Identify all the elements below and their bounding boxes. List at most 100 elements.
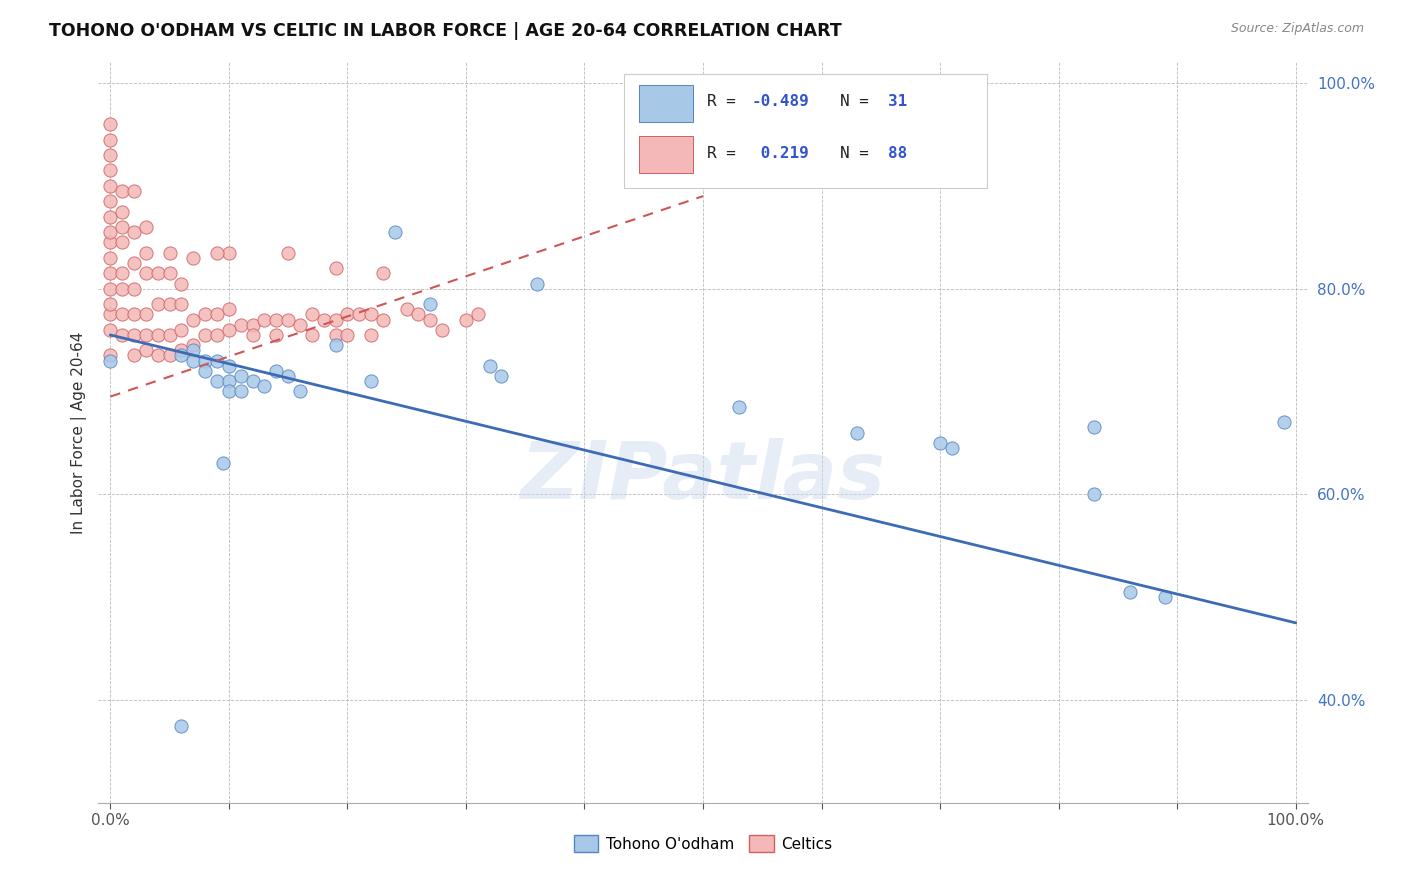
Text: Source: ZipAtlas.com: Source: ZipAtlas.com — [1230, 22, 1364, 36]
Point — [98, 307, 121, 321]
Point — [205, 307, 228, 321]
Point — [205, 327, 228, 342]
Point — [170, 719, 193, 733]
Point — [325, 327, 347, 342]
Point — [277, 369, 299, 384]
Point — [98, 194, 121, 209]
Point — [218, 374, 240, 388]
Point — [526, 277, 548, 291]
Point — [98, 266, 121, 280]
Point — [194, 364, 217, 378]
Point — [218, 323, 240, 337]
Point — [325, 338, 347, 352]
Point — [98, 251, 121, 265]
Text: N =: N = — [839, 146, 879, 161]
Point — [288, 384, 311, 399]
Point — [218, 245, 240, 260]
Point — [371, 266, 394, 280]
Point — [111, 184, 134, 198]
Point — [384, 225, 406, 239]
Point — [170, 323, 193, 337]
Point — [1154, 590, 1177, 604]
Point — [325, 261, 347, 276]
FancyBboxPatch shape — [624, 73, 987, 188]
Point — [122, 256, 145, 270]
Point — [242, 318, 264, 332]
Bar — [638, 85, 693, 121]
Point — [253, 312, 276, 326]
Point — [242, 374, 264, 388]
Point — [941, 441, 963, 455]
Point — [98, 353, 121, 368]
Point — [111, 266, 134, 280]
Point — [122, 184, 145, 198]
Point — [253, 379, 276, 393]
Point — [170, 277, 193, 291]
Point — [419, 312, 441, 326]
Point — [454, 312, 477, 326]
Point — [111, 282, 134, 296]
Point — [395, 302, 418, 317]
Point — [111, 327, 134, 342]
Point — [929, 436, 952, 450]
Point — [98, 178, 121, 193]
Y-axis label: In Labor Force | Age 20-64: In Labor Force | Age 20-64 — [72, 332, 87, 533]
Point — [122, 307, 145, 321]
Point — [277, 312, 299, 326]
Point — [229, 318, 252, 332]
Text: TOHONO O'ODHAM VS CELTIC IN LABOR FORCE | AGE 20-64 CORRELATION CHART: TOHONO O'ODHAM VS CELTIC IN LABOR FORCE … — [49, 22, 842, 40]
Point — [360, 327, 382, 342]
Text: N =: N = — [839, 95, 879, 109]
Point — [98, 163, 121, 178]
Point — [360, 374, 382, 388]
Point — [1272, 415, 1295, 429]
Point — [194, 307, 217, 321]
Point — [347, 307, 370, 321]
Point — [146, 297, 169, 311]
Point — [181, 338, 204, 352]
Point — [1083, 487, 1105, 501]
Point — [170, 349, 193, 363]
Point — [98, 148, 121, 162]
Point — [122, 282, 145, 296]
Point — [159, 266, 181, 280]
Point — [170, 343, 193, 358]
Point — [277, 245, 299, 260]
Point — [1083, 420, 1105, 434]
Text: 31: 31 — [889, 95, 907, 109]
Point — [111, 307, 134, 321]
Point — [491, 369, 513, 384]
Point — [212, 457, 235, 471]
Point — [98, 235, 121, 250]
Point — [135, 219, 157, 234]
Point — [218, 302, 240, 317]
Legend: Tohono O'odham, Celtics: Tohono O'odham, Celtics — [568, 830, 838, 858]
Point — [170, 297, 193, 311]
Point — [312, 312, 335, 326]
Point — [122, 225, 145, 239]
Point — [98, 323, 121, 337]
Point — [122, 349, 145, 363]
Point — [111, 219, 134, 234]
Point — [98, 210, 121, 224]
Bar — [638, 136, 693, 173]
Point — [301, 327, 323, 342]
Point — [135, 266, 157, 280]
Point — [218, 359, 240, 373]
Text: 88: 88 — [889, 146, 907, 161]
Point — [408, 307, 430, 321]
Point — [371, 312, 394, 326]
Point — [111, 204, 134, 219]
Point — [218, 384, 240, 399]
Text: R =: R = — [707, 95, 745, 109]
Point — [181, 353, 204, 368]
Point — [111, 235, 134, 250]
Text: 0.219: 0.219 — [751, 146, 808, 161]
Point — [419, 297, 441, 311]
Point — [159, 327, 181, 342]
Text: ZIPatlas: ZIPatlas — [520, 438, 886, 516]
Point — [478, 359, 501, 373]
Point — [98, 132, 121, 146]
Point — [146, 327, 169, 342]
Point — [336, 307, 359, 321]
